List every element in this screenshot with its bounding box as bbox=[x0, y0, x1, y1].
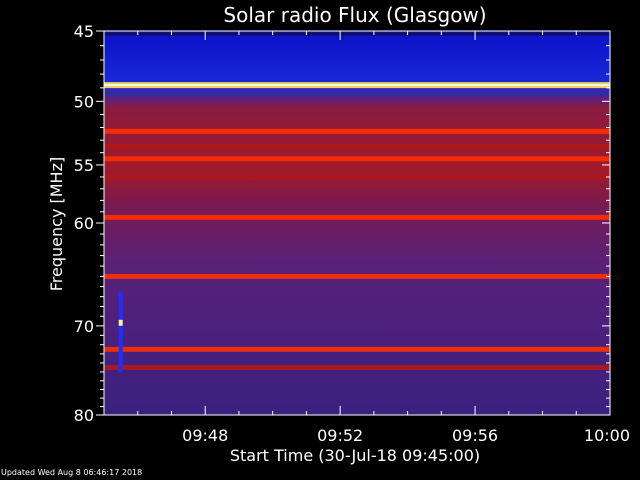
radio-burst bbox=[118, 291, 123, 372]
frequency-bands bbox=[104, 32, 610, 370]
frequency-band-2 bbox=[104, 93, 610, 97]
x-tick-label-09:48: 09:48 bbox=[182, 426, 228, 445]
frequency-band-9 bbox=[104, 346, 610, 352]
frequency-band-6 bbox=[104, 174, 610, 180]
y-tick-label-70: 70 bbox=[74, 317, 94, 336]
updated-timestamp: Updated Wed Aug 8 06:46:17 2018 bbox=[1, 468, 143, 477]
x-tick-label-09:56: 09:56 bbox=[452, 426, 498, 445]
y-axis: 45 50 55 60 70 80 bbox=[74, 22, 610, 425]
burst-mark bbox=[118, 291, 123, 372]
frequency-band-7 bbox=[104, 214, 610, 220]
frequency-band-4 bbox=[104, 144, 610, 149]
frequency-band-0 bbox=[104, 32, 610, 36]
y-axis-label: Frequency [MHz] bbox=[47, 157, 66, 291]
burst-peak bbox=[118, 319, 123, 326]
frequency-band-10 bbox=[104, 365, 610, 370]
frequency-band-5 bbox=[104, 156, 610, 162]
y-tick-label-50: 50 bbox=[74, 92, 94, 111]
y-tick-label-60: 60 bbox=[74, 214, 94, 233]
frequency-band-core-1 bbox=[104, 84, 610, 87]
chart-title: Solar radio Flux (Glasgow) bbox=[223, 3, 486, 27]
y-tick-label-80: 80 bbox=[74, 406, 94, 425]
frequency-band-3 bbox=[104, 128, 610, 134]
plot-background bbox=[104, 31, 610, 415]
frequency-band-8 bbox=[104, 273, 610, 279]
x-axis-label: Start Time (30-Jul-18 09:45:00) bbox=[230, 446, 480, 465]
x-tick-label-10:00: 10:00 bbox=[584, 426, 630, 445]
y-tick-label-55: 55 bbox=[74, 156, 94, 175]
y-tick-label-45: 45 bbox=[74, 22, 94, 41]
x-tick-label-09:52: 09:52 bbox=[317, 426, 363, 445]
x-axis: 09:48 09:52 09:56 10:00 bbox=[137, 31, 630, 445]
